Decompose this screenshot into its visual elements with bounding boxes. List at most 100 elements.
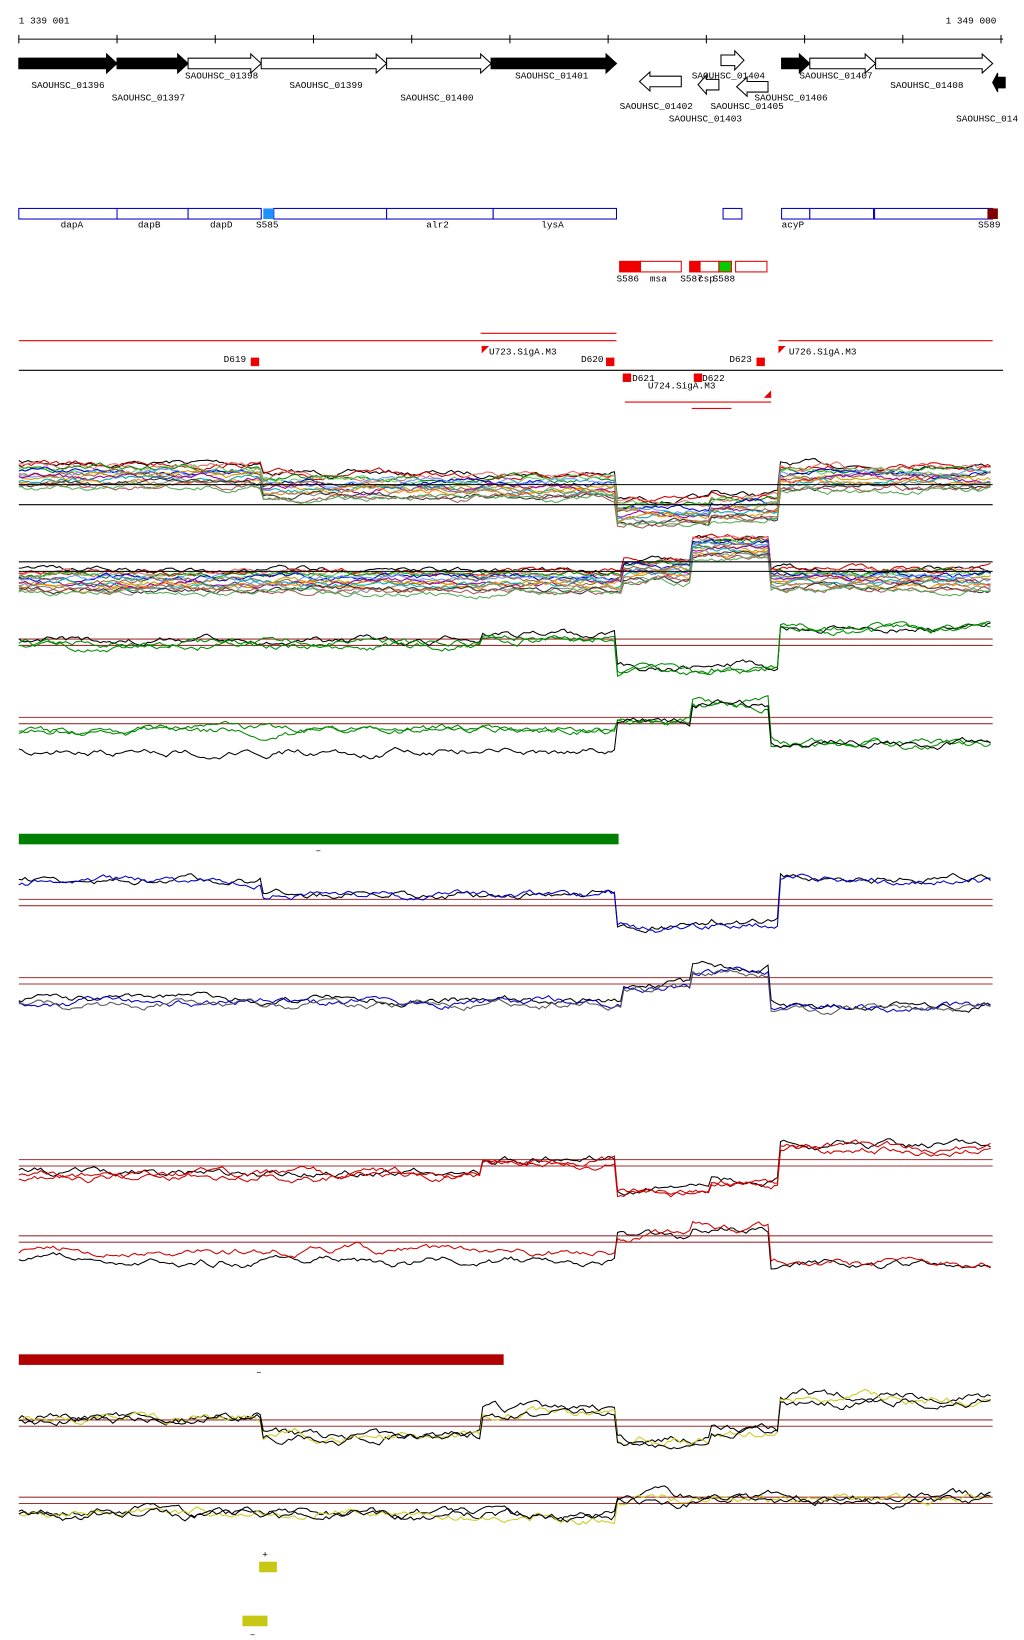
expression-trace	[18, 1492, 991, 1526]
expression-trace	[18, 555, 991, 600]
expression-trace	[18, 549, 991, 596]
tss-box	[756, 357, 765, 367]
expression-trace	[18, 550, 991, 595]
strand-mark: –	[250, 1629, 256, 1640]
feature-label: dapB	[138, 219, 161, 230]
tss-label: D622	[702, 373, 725, 384]
gene-label: SAOUHSC_01400	[400, 92, 474, 103]
gene-arrow	[116, 52, 189, 75]
expression-trace	[18, 1493, 991, 1523]
gene-arrow	[720, 49, 745, 72]
region-box	[242, 1615, 268, 1627]
feature-box	[187, 207, 262, 220]
tss-label: U723.SigA.M3	[489, 346, 557, 357]
region-box	[259, 1561, 277, 1573]
expression-trace	[18, 542, 991, 586]
expression-trace	[18, 872, 991, 934]
gene-label: SAOUHSC_01408	[890, 80, 964, 91]
strand-mark: –	[316, 845, 322, 856]
tss-label: D620	[581, 354, 604, 365]
feature-box	[386, 207, 494, 220]
end-coordinate: 1 349 000	[946, 15, 997, 26]
tss-label: U724.SigA.M3	[648, 380, 716, 391]
expression-trace	[18, 545, 991, 590]
expression-trace	[18, 549, 991, 593]
expression-trace	[18, 701, 991, 751]
small-feature	[718, 260, 732, 273]
expression-trace	[18, 1485, 991, 1522]
tss-label: U726.SigA.M3	[789, 346, 857, 357]
region-bar	[18, 833, 619, 845]
gene-label: SAOUHSC_01398	[185, 70, 259, 81]
expression-trace	[18, 966, 991, 1013]
expression-trace	[18, 1388, 991, 1447]
gene-label: SAOUHSC_01405	[711, 101, 785, 112]
expression-trace	[18, 1226, 991, 1270]
feature-label: dapA	[61, 219, 84, 230]
gene-label: SAOUHSC_01399	[289, 80, 363, 91]
expression-trace	[18, 538, 991, 582]
gene-arrow	[187, 52, 263, 75]
strand-mark: +	[262, 1549, 268, 1560]
gene-label: SAOUHSC_01407	[799, 70, 872, 81]
gene-arrow	[809, 52, 877, 75]
gene-label: SAOUHSC_01397	[112, 92, 185, 103]
expression-trace	[18, 695, 991, 748]
expression-trace	[18, 622, 991, 672]
small-feature-label: msa	[650, 273, 667, 284]
tss-box	[606, 357, 615, 367]
feature-label: alr2	[426, 219, 449, 230]
expression-trace	[18, 544, 991, 590]
gene-arrow	[18, 52, 118, 75]
feature-label: lysA	[541, 219, 564, 230]
expression-trace	[18, 960, 991, 1013]
expression-trace	[18, 1144, 991, 1198]
tss-label: D621	[632, 373, 655, 384]
feature-box	[722, 207, 743, 220]
gene-label: SAOUHSC_01396	[31, 80, 105, 91]
small-feature-label: S586	[616, 273, 639, 284]
tss-flag	[778, 345, 786, 354]
small-feature	[699, 260, 720, 273]
expression-trace	[18, 1398, 991, 1450]
expression-trace	[18, 478, 991, 524]
tss-label: D619	[224, 354, 247, 365]
expression-trace	[18, 544, 991, 589]
gene-arrow	[490, 52, 618, 75]
expression-trace	[18, 461, 991, 507]
tss-label: D623	[729, 354, 752, 365]
expression-trace	[18, 621, 991, 676]
expression-trace	[18, 698, 991, 760]
expression-trace	[18, 1388, 991, 1446]
tss-box	[622, 373, 632, 382]
gene-arrow	[697, 73, 720, 96]
gene-arrow	[386, 52, 492, 75]
region-bar	[18, 1354, 504, 1365]
feature-box	[987, 208, 998, 220]
tss-box	[250, 357, 260, 367]
gene-label: SAOUHSC_01402	[620, 101, 693, 112]
feature-label: S589	[978, 219, 1001, 230]
small-feature-label: csp	[698, 273, 715, 284]
small-feature	[689, 260, 701, 273]
small-feature	[735, 260, 768, 273]
expression-trace	[18, 480, 991, 529]
small-feature-label: S587	[680, 273, 703, 284]
gene-label: SAOUHSC_01403	[669, 114, 743, 125]
feature-label: acyP	[782, 219, 805, 230]
tss-box	[693, 373, 703, 382]
gene-label: SAOUHSC_01404	[692, 70, 766, 81]
feature-box	[874, 207, 994, 220]
feature-label: dapD	[210, 219, 233, 230]
gene-label: SAOUHSC_01401	[515, 70, 589, 81]
tss-flag	[763, 390, 772, 398]
start-coordinate: 1 339 001	[19, 15, 70, 26]
feature-label: S585	[256, 219, 279, 230]
feature-box	[116, 207, 189, 220]
expression-trace	[18, 622, 991, 677]
feature-box	[263, 208, 274, 220]
expression-trace	[18, 969, 991, 1016]
feature-box	[18, 207, 118, 220]
small-feature	[619, 260, 642, 273]
